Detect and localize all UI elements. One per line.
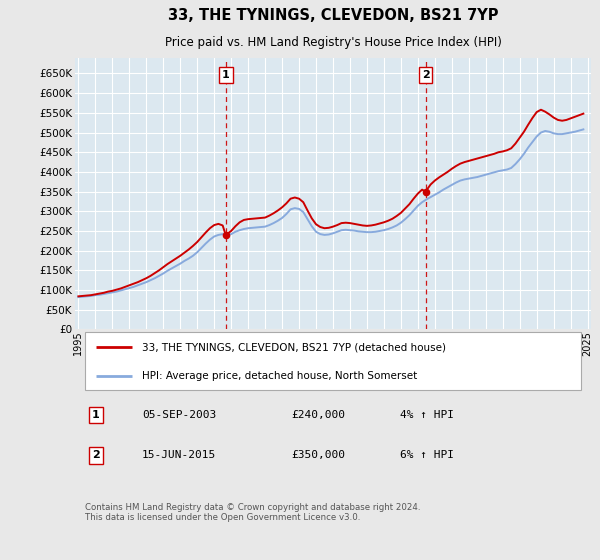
Text: 33, THE TYNINGS, CLEVEDON, BS21 7YP: 33, THE TYNINGS, CLEVEDON, BS21 7YP	[168, 8, 498, 23]
Text: 15-JUN-2015: 15-JUN-2015	[142, 450, 217, 460]
Text: 33, THE TYNINGS, CLEVEDON, BS21 7YP (detached house): 33, THE TYNINGS, CLEVEDON, BS21 7YP (det…	[142, 342, 446, 352]
Text: Contains HM Land Registry data © Crown copyright and database right 2024.
This d: Contains HM Land Registry data © Crown c…	[85, 503, 421, 522]
Text: 6% ↑ HPI: 6% ↑ HPI	[400, 450, 454, 460]
Text: £350,000: £350,000	[292, 450, 346, 460]
Text: Price paid vs. HM Land Registry's House Price Index (HPI): Price paid vs. HM Land Registry's House …	[164, 36, 502, 49]
Text: 2: 2	[92, 450, 100, 460]
Text: 1: 1	[222, 70, 230, 80]
FancyBboxPatch shape	[85, 332, 581, 390]
Text: 05-SEP-2003: 05-SEP-2003	[142, 410, 217, 420]
Text: 4% ↑ HPI: 4% ↑ HPI	[400, 410, 454, 420]
Text: 1: 1	[92, 410, 100, 420]
Text: 2: 2	[422, 70, 430, 80]
Text: HPI: Average price, detached house, North Somerset: HPI: Average price, detached house, Nort…	[142, 371, 418, 381]
Text: £240,000: £240,000	[292, 410, 346, 420]
